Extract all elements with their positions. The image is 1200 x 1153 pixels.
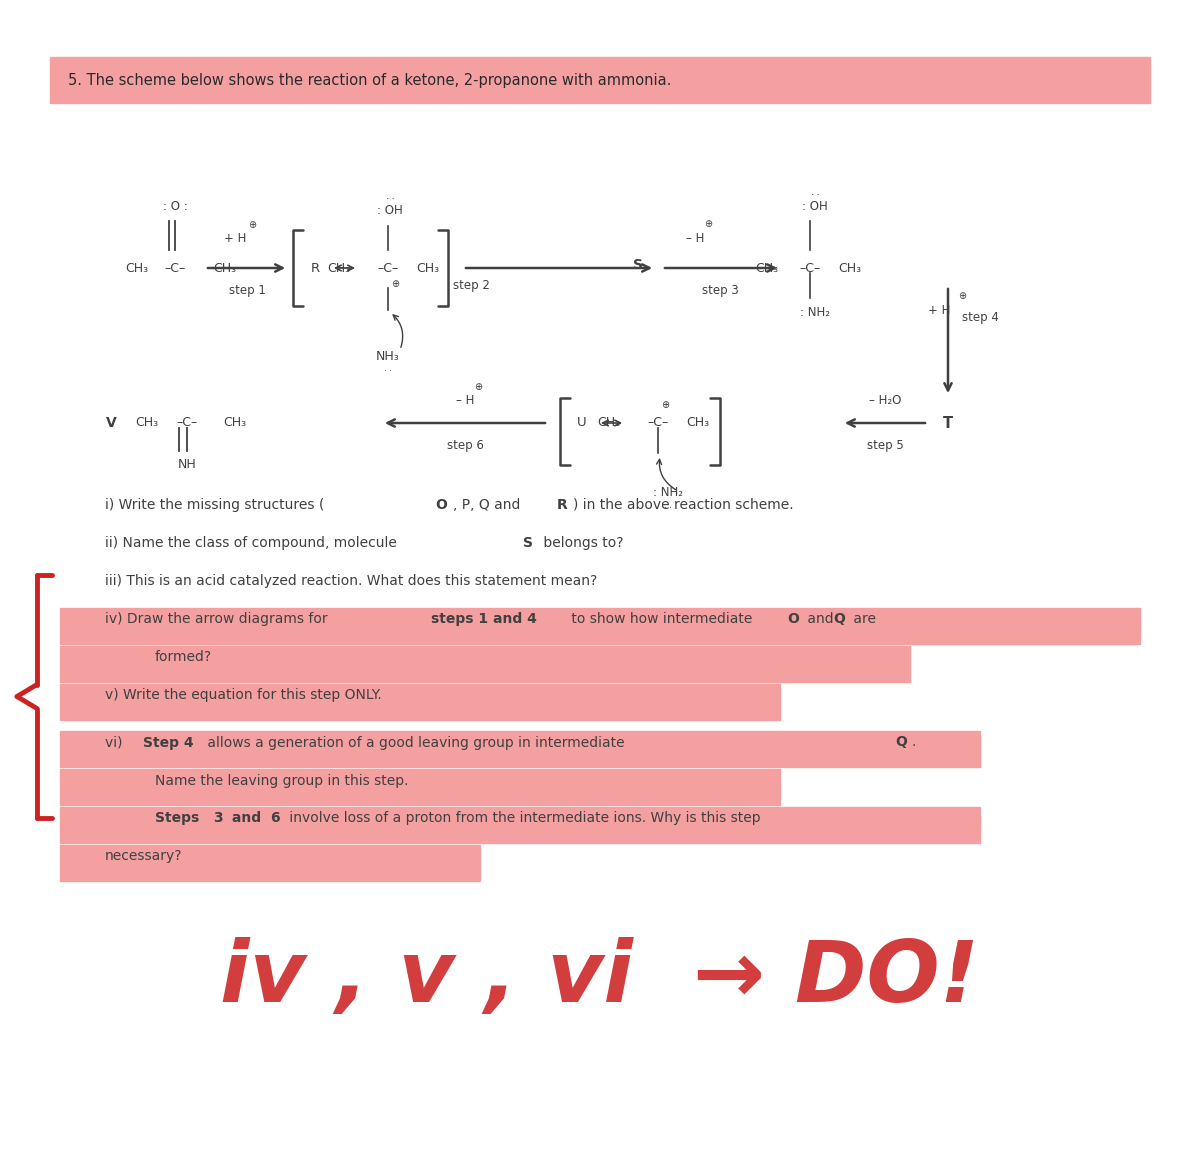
Bar — [60, 731, 980, 768]
Text: Steps: Steps — [155, 812, 204, 826]
Text: ii) Name the class of compound, molecule: ii) Name the class of compound, molecule — [106, 536, 401, 550]
Text: ⊕: ⊕ — [391, 279, 400, 289]
Text: ⊕: ⊕ — [248, 220, 256, 229]
Text: 6: 6 — [270, 812, 280, 826]
Bar — [60, 769, 780, 806]
Text: ⊕: ⊕ — [704, 219, 712, 229]
Text: ) in the above reaction scheme.: ) in the above reaction scheme. — [574, 498, 793, 512]
Text: : NH₂: : NH₂ — [653, 487, 683, 499]
Text: O: O — [787, 612, 799, 626]
Text: i) Write the missing structures (: i) Write the missing structures ( — [106, 498, 324, 512]
Text: ⊕: ⊕ — [661, 400, 670, 410]
Text: NH₃: NH₃ — [376, 349, 400, 362]
Text: : NH₂: : NH₂ — [800, 306, 830, 318]
Text: 5. The scheme below shows the reaction of a ketone, 2-propanone with ammonia.: 5. The scheme below shows the reaction o… — [68, 73, 671, 88]
Text: S: S — [523, 536, 533, 550]
Text: : OH: : OH — [377, 204, 403, 218]
Text: : O :: : O : — [163, 199, 187, 212]
Text: –C–: –C– — [799, 262, 821, 274]
Text: R: R — [557, 498, 568, 512]
Text: CH₃: CH₃ — [223, 416, 246, 430]
Text: ⊕: ⊕ — [958, 291, 966, 301]
Text: allows a generation of a good leaving group in intermediate: allows a generation of a good leaving gr… — [203, 736, 629, 749]
Text: . .: . . — [664, 500, 672, 510]
Bar — [60, 684, 780, 719]
Text: CH₃: CH₃ — [686, 416, 709, 430]
Text: steps 1 and 4: steps 1 and 4 — [431, 612, 536, 626]
Bar — [60, 845, 480, 882]
Text: iv) Draw the arrow diagrams for: iv) Draw the arrow diagrams for — [106, 612, 332, 626]
Bar — [50, 56, 1150, 103]
Text: step 5: step 5 — [866, 438, 904, 452]
Text: step 1: step 1 — [228, 284, 265, 296]
Text: and: and — [803, 612, 838, 626]
Text: ⊕: ⊕ — [474, 382, 482, 392]
Text: CH₃: CH₃ — [416, 262, 439, 274]
Text: –C–: –C– — [377, 262, 398, 274]
Text: . .: . . — [384, 363, 392, 374]
Text: iv , v , vi  → DO!: iv , v , vi → DO! — [221, 936, 979, 1019]
Text: –C–: –C– — [647, 416, 668, 430]
Text: –C–: –C– — [176, 416, 198, 430]
Text: iii) This is an acid catalyzed reaction. What does this statement mean?: iii) This is an acid catalyzed reaction.… — [106, 574, 598, 588]
Text: CH₃: CH₃ — [755, 262, 778, 274]
Text: T: T — [943, 415, 953, 430]
Text: CH₃: CH₃ — [125, 262, 148, 274]
Text: –C–: –C– — [164, 262, 186, 274]
Text: . .: . . — [385, 191, 395, 201]
Bar — [60, 608, 1140, 645]
Bar — [60, 646, 910, 683]
Text: CH₃: CH₃ — [596, 416, 620, 430]
Text: v) Write the equation for this step ONLY.: v) Write the equation for this step ONLY… — [106, 688, 382, 702]
Bar — [60, 807, 980, 844]
Text: step 4: step 4 — [962, 311, 998, 324]
Text: : OH: : OH — [802, 199, 828, 212]
Text: – H₂O: – H₂O — [869, 394, 901, 407]
Text: 3: 3 — [214, 812, 223, 826]
Text: – H: – H — [686, 232, 704, 244]
Text: CH₃: CH₃ — [838, 262, 862, 274]
Text: belongs to?: belongs to? — [539, 536, 624, 550]
Text: vi): vi) — [106, 736, 127, 749]
Text: Q: Q — [833, 612, 845, 626]
Text: and: and — [227, 812, 266, 826]
Text: + H: + H — [224, 232, 246, 244]
Text: CH₃: CH₃ — [134, 416, 158, 430]
Text: involve loss of a proton from the intermediate ions. Why is this step: involve loss of a proton from the interm… — [286, 812, 761, 826]
Text: . .: . . — [810, 187, 820, 197]
Text: Name the leaving group in this step.: Name the leaving group in this step. — [155, 774, 408, 787]
Text: Step 4: Step 4 — [143, 736, 193, 749]
Text: U: U — [577, 416, 587, 430]
Text: S: S — [634, 258, 643, 272]
Text: step 6: step 6 — [446, 438, 484, 452]
Text: to show how intermediate: to show how intermediate — [568, 612, 757, 626]
Text: are: are — [850, 612, 876, 626]
Text: CH₃: CH₃ — [326, 262, 350, 274]
Text: CH₃: CH₃ — [214, 262, 236, 274]
Text: formed?: formed? — [155, 650, 212, 664]
Text: .: . — [911, 736, 916, 749]
Text: – H: – H — [456, 394, 474, 407]
Text: step 2: step 2 — [454, 279, 490, 293]
Text: , P, Q and: , P, Q and — [454, 498, 524, 512]
Text: V: V — [107, 416, 118, 430]
Text: O: O — [434, 498, 446, 512]
Text: Q: Q — [895, 736, 907, 749]
Text: NH: NH — [178, 459, 197, 472]
Text: necessary?: necessary? — [106, 850, 182, 864]
Text: + H: + H — [928, 303, 950, 317]
Text: step 3: step 3 — [702, 284, 738, 296]
Text: R: R — [311, 262, 319, 274]
